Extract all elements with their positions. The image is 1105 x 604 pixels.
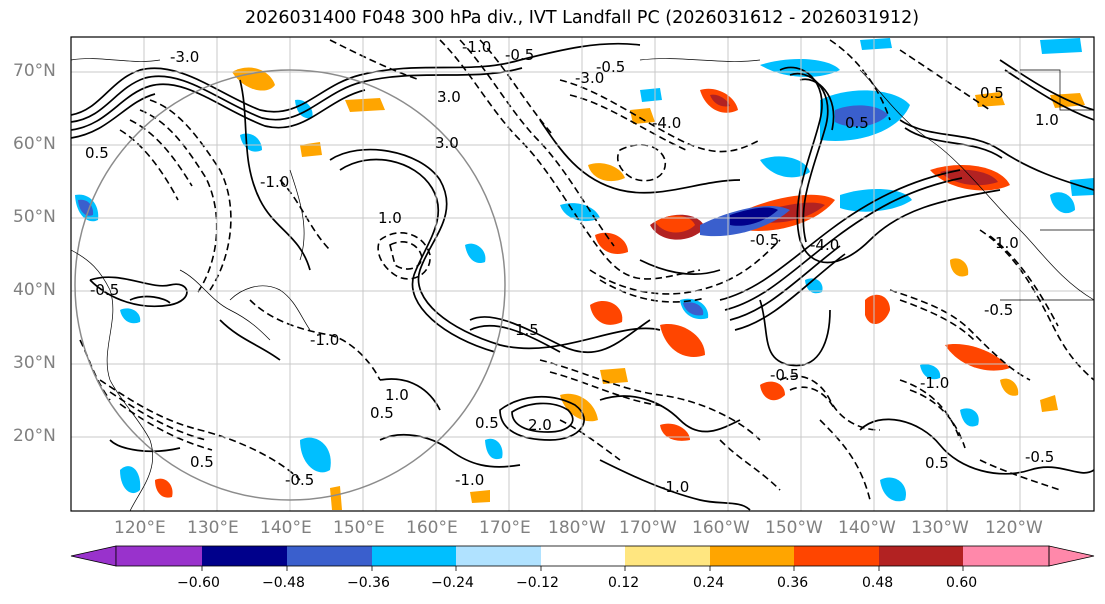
contour-label: 2.0 <box>528 416 552 434</box>
colorbar-tick-label: 0.60 <box>946 575 978 591</box>
contour-label: -4.0 <box>810 236 839 254</box>
contour-label: 0.5 <box>370 404 394 422</box>
contour-label: -1.0 <box>260 173 289 191</box>
colorbar-segment <box>541 546 625 566</box>
colorbar-tick-label: −0.12 <box>516 575 559 591</box>
colorbar-segment <box>116 546 202 566</box>
contour-label: -0.5 <box>770 366 799 384</box>
colorbar-tick-label: 0.24 <box>693 575 725 591</box>
negative-contours <box>79 39 1094 501</box>
colorbar-segment <box>710 546 794 566</box>
contour-label: 0.5 <box>845 114 869 132</box>
contour-label: -0.5 <box>750 231 779 249</box>
map-title: 2026031400 F048 300 hPa div., IVT Landfa… <box>245 8 920 28</box>
lat-label: 20°N <box>13 426 56 446</box>
coastlines <box>71 58 1094 511</box>
lon-label: 160°E <box>406 518 458 538</box>
colorbar-tick-label: 0.48 <box>862 575 894 591</box>
lat-label: 60°N <box>13 134 56 154</box>
colorbar-tick-label: −0.60 <box>177 575 220 591</box>
contour-label: 0.5 <box>925 454 949 472</box>
lon-label: 120°W <box>985 518 1043 538</box>
contour-label: 1.0 <box>385 386 409 404</box>
contour-label: 3.0 <box>437 88 461 106</box>
lat-label: 40°N <box>13 280 56 300</box>
colorbar-tick-label: −0.48 <box>262 575 305 591</box>
range-circle <box>74 69 506 501</box>
contour-label: 1.0 <box>378 209 402 227</box>
colorbar-segment <box>287 546 372 566</box>
colorbar-segment <box>625 546 710 566</box>
graticule <box>71 37 1094 511</box>
contour-label: -3.0 <box>575 69 604 87</box>
contour-label: 1.0 <box>995 234 1019 252</box>
lon-label: 130°E <box>187 518 239 538</box>
lon-label: 150°E <box>333 518 385 538</box>
contour-label: -1.0 <box>310 331 339 349</box>
lon-label: 170°E <box>479 518 531 538</box>
contour-label: -0.5 <box>984 301 1013 319</box>
lon-label: 170°W <box>619 518 677 538</box>
lon-label: 140°W <box>838 518 896 538</box>
lat-label: 50°N <box>13 207 56 227</box>
contour-label: -1.0 <box>920 374 949 392</box>
colorbar-segment <box>456 546 541 566</box>
plot-frame <box>70 36 1095 512</box>
lon-label: 180°W <box>548 518 606 538</box>
lon-label: 140°E <box>260 518 312 538</box>
contour-label: -4.0 <box>652 114 681 132</box>
contour-labels: -1.0 -0.5 -3.0 3.0 -1.0 0.5 -0.5 1.0 -1.… <box>85 38 1059 496</box>
positive-contours <box>71 42 1094 511</box>
contour-label: 0.5 <box>980 84 1004 102</box>
contour-label: -1.0 <box>660 478 689 496</box>
contour-label: -1.0 <box>462 38 491 56</box>
colorbar-tick-label: 0.36 <box>777 575 809 591</box>
colorbar-segment <box>372 546 456 566</box>
colorbar-segment <box>202 546 287 566</box>
colorbar-frame <box>115 545 1050 567</box>
contour-label: 0.5 <box>475 414 499 432</box>
colorbar-tick-label: 0.12 <box>608 575 640 591</box>
contour-label: -0.5 <box>90 281 119 299</box>
contour-label: 3.0 <box>435 134 459 152</box>
lon-label: 150°W <box>765 518 823 538</box>
contour-label: -0.5 <box>505 46 534 64</box>
contour-label: 1.5 <box>515 321 539 339</box>
lat-label: 30°N <box>13 353 56 373</box>
lon-label: 120°E <box>114 518 166 538</box>
contour-label: -3.0 <box>170 48 199 66</box>
colorbar-segment <box>879 546 963 566</box>
colorbar-tick-label: −0.36 <box>347 575 390 591</box>
lon-label: 160°W <box>692 518 750 538</box>
colorbar-segment <box>963 546 1049 566</box>
lat-label: 70°N <box>13 61 56 81</box>
contour-label: 1.0 <box>1035 111 1059 129</box>
colorbar <box>70 545 1095 571</box>
colorbar-tick-label: −0.24 <box>431 575 474 591</box>
contour-label: -1.0 <box>455 471 484 489</box>
lon-label: 130°W <box>911 518 969 538</box>
contour-label: -0.5 <box>285 471 314 489</box>
colorbar-extend-max <box>1048 545 1095 567</box>
colorbar-extend-min <box>70 545 117 567</box>
contour-label: 0.5 <box>85 144 109 162</box>
contour-label: -0.5 <box>596 58 625 76</box>
contour-label: 0.5 <box>190 453 214 471</box>
contour-label: -0.5 <box>1025 448 1054 466</box>
colorbar-segment <box>794 546 879 566</box>
